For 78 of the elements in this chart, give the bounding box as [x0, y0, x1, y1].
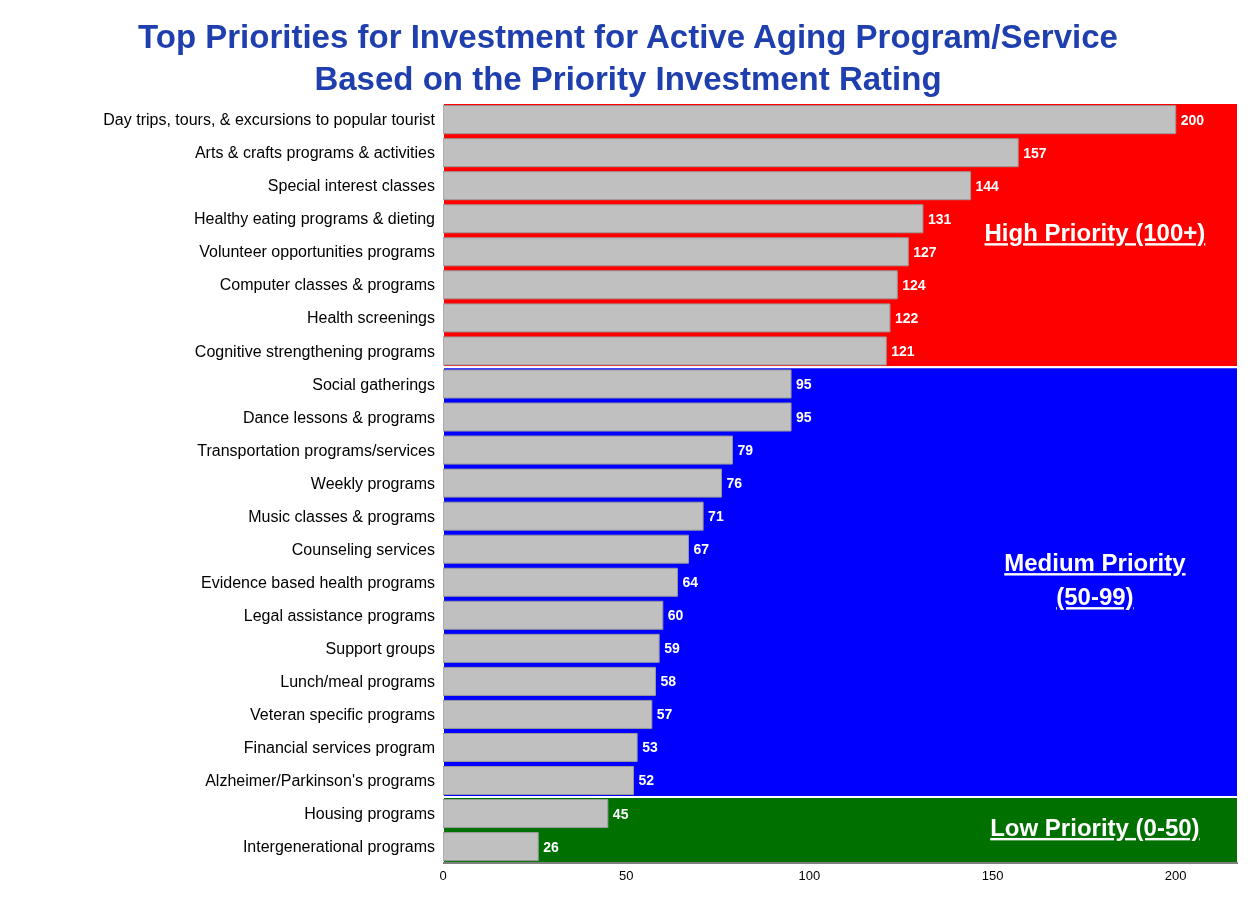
data-label: 60	[667, 607, 684, 624]
band-label: Medium Priority (50-99)	[1004, 549, 1187, 611]
band-label: Low Priority (0-50)	[990, 814, 1200, 842]
data-label: 131	[927, 210, 952, 227]
bar	[443, 699, 653, 729]
data-label: 95	[796, 375, 812, 392]
data-label: 26	[543, 838, 560, 855]
y-tick-label: Financial services program	[243, 739, 435, 757]
data-label: 71	[708, 508, 724, 525]
data-label: 58	[660, 673, 677, 690]
data-label: 144	[975, 177, 1000, 194]
bar	[443, 237, 909, 267]
y-tick-label: Special interest classes	[267, 177, 435, 195]
y-tick-label: Social gatherings	[312, 375, 435, 393]
bar	[443, 534, 689, 564]
data-label: 79	[737, 442, 754, 459]
y-tick-label: Lunch/meal programs	[280, 672, 435, 690]
y-tick-label: Evidence based health programs	[201, 573, 435, 591]
y-tick-label: Veteran specific programs	[250, 705, 435, 723]
x-tick-label: 100	[798, 868, 821, 884]
bar	[443, 270, 898, 300]
y-tick-label: Day trips, tours, & excursions to popular tourist	[103, 111, 436, 129]
x-tick-label: 200	[1164, 868, 1187, 884]
data-label: 59	[664, 640, 680, 657]
x-tick-label: 150	[981, 868, 1004, 884]
data-label: 57	[656, 706, 673, 723]
x-tick-label: 50	[618, 868, 634, 884]
y-tick-label: Support groups	[325, 639, 435, 657]
bar	[443, 732, 638, 762]
chart-title: Top Priorities for Investment for Active Aging Program/Service Based on the Priority Investment Rating	[137, 17, 1119, 99]
y-tick-label: Computer classes & programs	[219, 276, 435, 294]
bar	[443, 435, 733, 465]
bar	[443, 402, 792, 432]
bar	[443, 633, 660, 663]
bar	[443, 666, 656, 696]
y-tick-label: Healthy eating programs & dieting	[193, 210, 435, 228]
bar	[443, 336, 887, 366]
data-label: 124	[902, 276, 926, 293]
data-label: 157	[1023, 144, 1047, 161]
y-tick-label: Weekly programs	[310, 474, 435, 492]
bar	[443, 766, 635, 796]
bar	[443, 138, 1019, 168]
bar	[443, 303, 891, 333]
bar	[443, 567, 678, 597]
bar	[443, 171, 972, 201]
bar	[443, 204, 924, 234]
data-label: 45	[612, 805, 629, 822]
data-label: 200	[1180, 111, 1205, 128]
bar	[443, 799, 609, 829]
data-label: 127	[913, 243, 937, 260]
y-tick-label: Counseling services	[291, 540, 435, 558]
y-tick-label: Legal assistance programs	[243, 606, 435, 624]
y-tick-label: Intergenerational programs	[242, 838, 435, 856]
y-tick-label: Alzheimer/Parkinson's programs	[205, 772, 435, 790]
data-label: 53	[642, 739, 658, 756]
data-label: 95	[796, 409, 812, 425]
y-tick-label: Volunteer opportunities programs	[199, 243, 435, 261]
data-label: 121	[891, 342, 915, 359]
band-label: High Priority (100+)	[984, 219, 1206, 247]
data-label: 52	[638, 772, 655, 789]
data-label: 67	[693, 541, 710, 558]
bar	[443, 501, 704, 531]
bar	[443, 832, 539, 862]
bar	[443, 600, 664, 630]
y-tick-label: Health screenings	[306, 309, 435, 327]
data-label: 64	[682, 574, 699, 591]
x-tick-label: 0	[439, 868, 447, 884]
bar	[443, 369, 792, 399]
data-label: 76	[726, 475, 743, 492]
y-tick-label: Transportation programs/services	[197, 441, 435, 459]
y-tick-label: Cognitive strengthening programs	[194, 342, 435, 360]
bar	[443, 105, 1177, 135]
data-label: 122	[894, 309, 919, 326]
y-tick-label: Housing programs	[304, 805, 435, 823]
y-tick-label: Arts & crafts programs & activities	[194, 144, 435, 162]
y-tick-label: Music classes & programs	[248, 507, 435, 525]
bar	[443, 468, 722, 498]
y-tick-label: Dance lessons & programs	[242, 408, 435, 426]
